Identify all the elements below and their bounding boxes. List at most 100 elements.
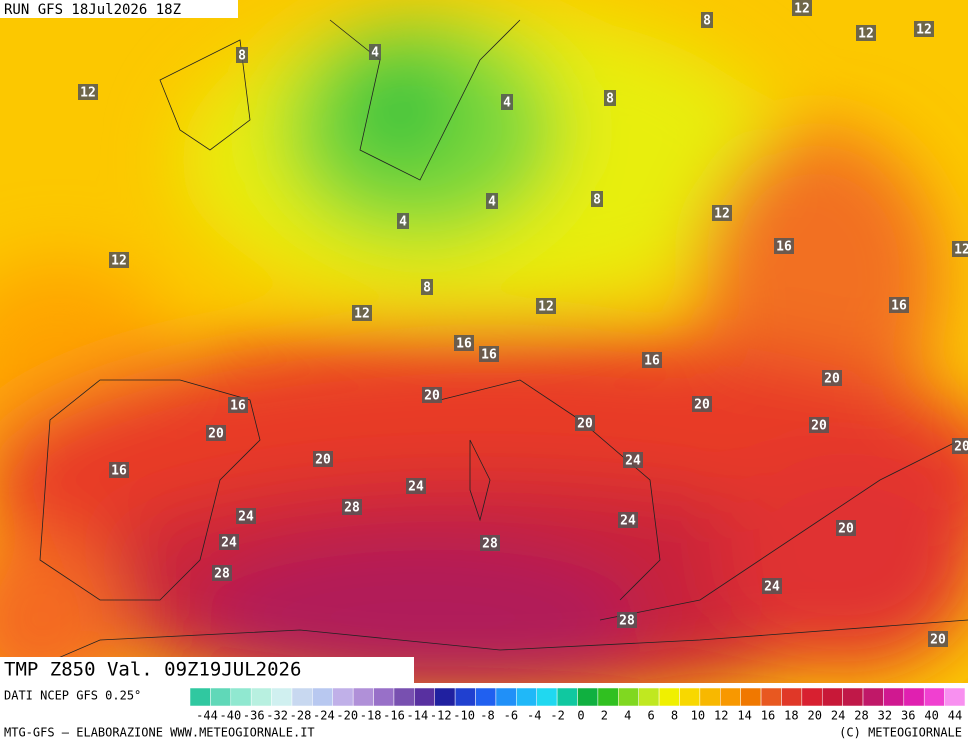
- colorbar-label: -44: [196, 709, 218, 723]
- label-box: [617, 612, 637, 628]
- contour-label: 16: [891, 299, 907, 314]
- colorbar: -44 -40 -36 -32 -28 -24 -20 -18 -16 -14 -12 -10 -8 -6…: [189, 687, 966, 723]
- colorbar-label: -20: [336, 709, 358, 723]
- contour-label: 16: [111, 464, 127, 479]
- label-box: [575, 415, 595, 431]
- color-swatch: [923, 687, 945, 707]
- contour-label: 4: [488, 195, 496, 210]
- contour-label: 24: [625, 454, 641, 469]
- contour-label: 20: [838, 522, 854, 537]
- contour-label: 12: [858, 27, 874, 42]
- contour-label: 12: [80, 86, 96, 101]
- contour-label: 24: [764, 580, 780, 595]
- colorbar-label: 6: [648, 709, 655, 723]
- label-box: [78, 84, 98, 100]
- contour-label: 4: [399, 215, 407, 230]
- color-swatch: [250, 687, 272, 707]
- colorbar-label: -10: [453, 709, 475, 723]
- colorbar-label: -18: [360, 709, 382, 723]
- color-swatch: [230, 687, 252, 707]
- colorbar-label: -4: [527, 709, 541, 723]
- contour-label: 24: [221, 536, 237, 551]
- label-box: [928, 631, 948, 647]
- run-box: [0, 0, 238, 18]
- source-label: DATI NCEP GFS 0.25°: [4, 689, 141, 703]
- contour-label: 12: [714, 207, 730, 222]
- contour-label: 20: [315, 453, 331, 468]
- contour-label: 16: [456, 337, 472, 352]
- label-box: [228, 397, 248, 413]
- contour-label: 28: [214, 567, 230, 582]
- color-swatch: [271, 687, 293, 707]
- color-swatch: [475, 687, 497, 707]
- label-box: [642, 352, 662, 368]
- label-box: [952, 438, 968, 454]
- label-box: [762, 578, 782, 594]
- label-box: [692, 396, 712, 412]
- label-box: [236, 508, 256, 524]
- colorbar-label: -24: [313, 709, 335, 723]
- contour-label: 24: [238, 510, 254, 525]
- label-box: [809, 417, 829, 433]
- colorbar-label: 10: [691, 709, 705, 723]
- contour-label: 8: [703, 14, 711, 29]
- contour-label: 20: [811, 419, 827, 434]
- label-box: [422, 387, 442, 403]
- color-swatch: [801, 687, 823, 707]
- color-swatch: [944, 687, 966, 707]
- contour-label: 4: [371, 46, 379, 61]
- contour-label: 12: [354, 307, 370, 322]
- contour-label: 12: [916, 23, 932, 38]
- label-box: [480, 535, 500, 551]
- label-box: [486, 193, 498, 209]
- color-swatch: [740, 687, 762, 707]
- contour-label: 28: [619, 614, 635, 629]
- label-box: [536, 298, 556, 314]
- contour-label: 24: [408, 480, 424, 495]
- contour-label: 8: [423, 281, 431, 296]
- colorbar-label: 20: [808, 709, 822, 723]
- colorbar-label: 0: [577, 709, 584, 723]
- contour-label: 24: [620, 514, 636, 529]
- colorbar-label: 24: [831, 709, 845, 723]
- contour-label: 16: [776, 240, 792, 255]
- label-box: [618, 512, 638, 528]
- color-swatch: [332, 687, 354, 707]
- color-swatch: [352, 687, 374, 707]
- label-box: [792, 0, 812, 16]
- contour-label: 20: [824, 372, 840, 387]
- field-label: TMP Z850 Val. 09Z19JUL2026: [4, 659, 301, 681]
- colorbar-label: 40: [924, 709, 938, 723]
- label-box: [822, 370, 842, 386]
- label-box: [774, 238, 794, 254]
- field-box: [0, 657, 414, 683]
- contour-label: 8: [606, 92, 614, 107]
- color-swatch: [536, 687, 558, 707]
- coastlines: [0, 19, 968, 683]
- color-swatch: [495, 687, 517, 707]
- color-swatch: [862, 687, 884, 707]
- colorbar-label: 8: [671, 709, 678, 723]
- color-swatch: [699, 687, 721, 707]
- color-swatch: [434, 687, 456, 707]
- contour-label: 8: [593, 193, 601, 208]
- contour-label: 12: [794, 2, 810, 17]
- colorbar-label: 14: [737, 709, 751, 723]
- label-box: [454, 335, 474, 351]
- colorbar-label: -2: [550, 709, 564, 723]
- label-box: [836, 520, 856, 536]
- label-box: [352, 305, 372, 321]
- contour-label: 12: [954, 243, 968, 258]
- colorbar-label: -32: [266, 709, 288, 723]
- color-swatch: [210, 687, 232, 707]
- copyright-label: (C) METEOGIORNALE: [839, 726, 962, 740]
- contour-label: 28: [482, 537, 498, 552]
- contour-label: 20: [694, 398, 710, 413]
- run-label: RUN GFS 18Jul2026 18Z: [4, 2, 181, 18]
- contour-label: 20: [424, 389, 440, 404]
- color-swatch: [291, 687, 313, 707]
- label-box: [712, 205, 732, 221]
- color-swatch: [454, 687, 476, 707]
- color-swatch: [638, 687, 660, 707]
- label-box: [397, 213, 409, 229]
